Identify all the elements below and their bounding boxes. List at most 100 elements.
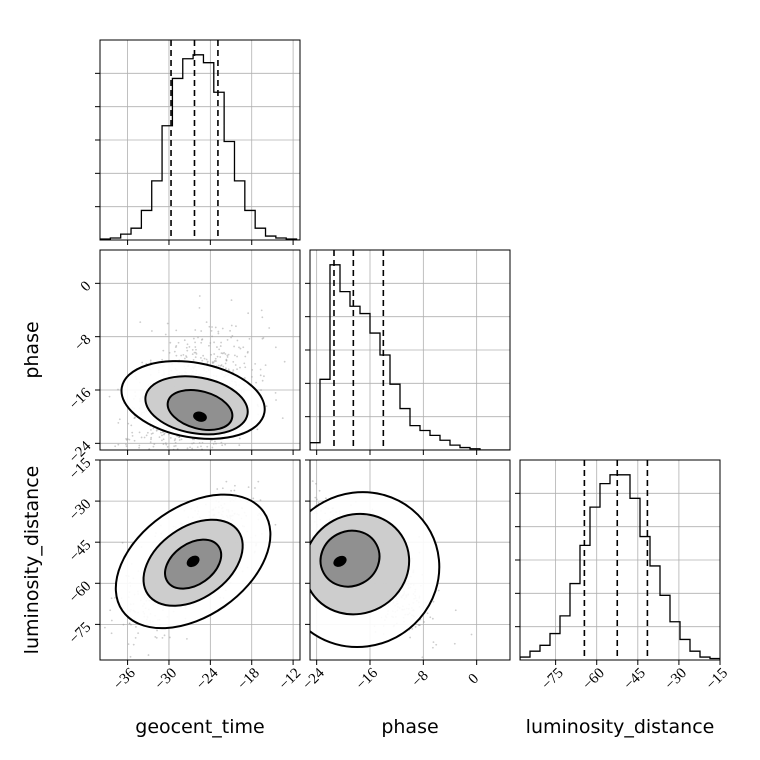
histogram-geocent-time xyxy=(100,54,300,240)
sample-point xyxy=(138,431,141,434)
sample-point xyxy=(189,446,191,449)
sample-point xyxy=(191,348,194,351)
sample-point xyxy=(160,431,162,434)
sample-point xyxy=(289,485,291,487)
sample-point xyxy=(307,523,309,525)
density-peak xyxy=(333,555,347,567)
sample-point xyxy=(220,441,223,444)
panel-2d-geocent-time-vs-luminosity-distance xyxy=(104,480,277,658)
sample-point xyxy=(185,346,188,349)
sample-point xyxy=(429,616,432,619)
y-tick-label: −16 xyxy=(66,385,94,413)
sample-point xyxy=(194,329,197,331)
sample-point xyxy=(246,351,249,354)
sample-point xyxy=(198,306,201,309)
sample-point xyxy=(298,528,300,530)
sample-point xyxy=(161,358,164,361)
sample-point xyxy=(162,438,165,441)
sample-point xyxy=(205,321,208,324)
sample-point xyxy=(226,456,228,458)
sample-point xyxy=(426,612,429,615)
sample-point xyxy=(239,347,242,350)
sample-point xyxy=(174,455,176,457)
sample-point xyxy=(225,480,228,483)
sample-point xyxy=(194,351,197,354)
sample-point xyxy=(264,364,267,366)
sample-point xyxy=(158,452,160,454)
sample-point xyxy=(126,438,129,440)
sample-point xyxy=(161,439,163,442)
sample-point xyxy=(117,388,119,391)
histogram-phase xyxy=(310,264,510,450)
sample-point xyxy=(431,617,434,620)
sample-point xyxy=(218,348,221,351)
sample-point xyxy=(130,424,133,427)
sample-point xyxy=(305,479,307,481)
x-tick-label: 0 xyxy=(466,671,483,688)
sample-point xyxy=(211,446,214,449)
sample-point xyxy=(226,356,229,358)
sample-point xyxy=(470,633,473,636)
sample-point xyxy=(296,532,298,534)
sample-point xyxy=(234,484,236,487)
sample-point xyxy=(169,341,172,344)
sample-point xyxy=(286,511,288,513)
sample-point xyxy=(214,478,216,480)
x-tick-label: −36 xyxy=(111,665,139,693)
sample-point xyxy=(196,446,199,449)
sample-point xyxy=(325,497,327,500)
sample-point xyxy=(161,431,164,434)
sample-point xyxy=(238,457,240,459)
sample-point xyxy=(256,428,259,431)
sample-point xyxy=(197,462,199,464)
panel-2d-geocent-time-vs-phase xyxy=(108,295,331,487)
sample-point xyxy=(257,480,260,483)
sample-point xyxy=(154,636,157,638)
histogram-luminosity-distance xyxy=(520,474,720,660)
sample-point xyxy=(117,443,120,446)
ylabel-luminosity-distance: luminosity_distance xyxy=(21,465,43,655)
sample-point xyxy=(414,625,417,628)
sample-point xyxy=(242,346,245,349)
sample-point xyxy=(302,535,304,537)
sample-point xyxy=(186,349,189,352)
sample-point xyxy=(217,364,220,367)
sample-point xyxy=(231,335,234,337)
sample-point xyxy=(304,546,306,548)
sample-point xyxy=(195,348,197,351)
sample-point xyxy=(194,460,196,462)
sample-point xyxy=(211,326,213,328)
sample-point xyxy=(306,526,308,528)
contour-line xyxy=(166,389,234,431)
sample-point xyxy=(226,339,229,341)
sample-point xyxy=(183,457,185,459)
sample-point xyxy=(329,400,331,402)
sample-point xyxy=(274,391,277,394)
sample-point xyxy=(175,354,178,357)
sample-point xyxy=(174,438,177,440)
sample-point xyxy=(293,483,295,485)
sample-point xyxy=(137,632,140,635)
sample-point xyxy=(129,473,131,475)
sample-point xyxy=(109,609,112,612)
sample-point xyxy=(216,488,219,490)
sample-point xyxy=(214,326,217,329)
sample-point xyxy=(221,327,224,330)
sample-point xyxy=(272,492,274,494)
sample-point xyxy=(315,498,318,501)
sample-point xyxy=(291,527,293,529)
sample-point xyxy=(160,485,162,487)
sample-point xyxy=(236,368,238,371)
sample-point xyxy=(168,351,171,354)
sample-point xyxy=(168,636,171,639)
sample-point xyxy=(197,336,199,339)
sample-point xyxy=(192,337,195,340)
sample-point xyxy=(150,432,153,435)
sample-point xyxy=(167,433,170,436)
density-peak xyxy=(186,555,200,568)
sample-point xyxy=(216,346,218,348)
sample-point xyxy=(199,450,201,452)
sample-point xyxy=(303,517,305,519)
sample-point xyxy=(200,341,203,344)
